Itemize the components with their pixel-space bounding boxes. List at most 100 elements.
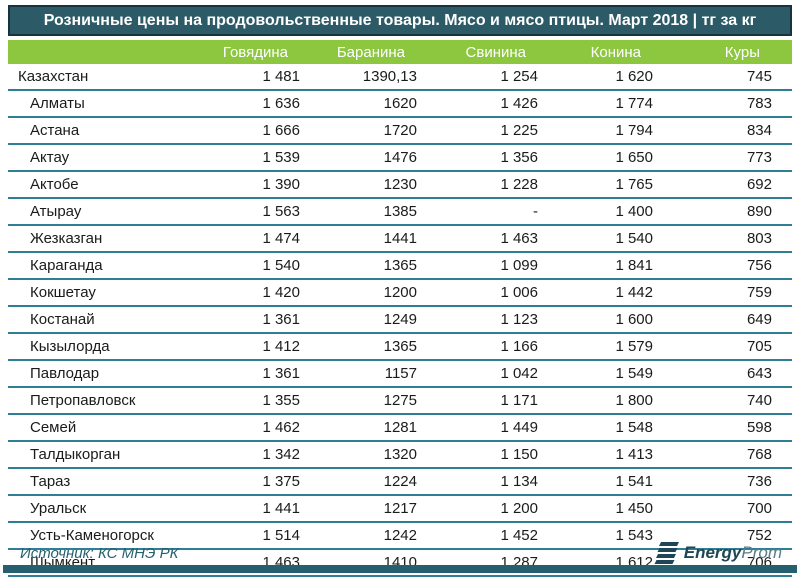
price-value: 1 765 <box>546 171 661 199</box>
price-value: 1 666 <box>208 117 308 145</box>
column-header: Свинина <box>425 40 546 64</box>
table-row: Талдыкорган 1 342 1320 1 150 1 413 768 <box>8 441 792 469</box>
region-name: Талдыкорган <box>8 441 208 469</box>
price-value: 834 <box>661 117 792 145</box>
price-value: 1365 <box>308 333 425 361</box>
price-value: 1157 <box>308 360 425 388</box>
table-row: Уральск 1 441 1217 1 200 1 450 700 <box>8 495 792 523</box>
table-row: Петропавловск 1 355 1275 1 171 1 800 740 <box>8 387 792 415</box>
price-value: 1 361 <box>208 360 308 388</box>
region-name: Алматы <box>8 90 208 118</box>
energyprom-logo-icon <box>654 542 679 564</box>
price-value: 1 481 <box>208 64 308 91</box>
price-value: 1 225 <box>425 117 546 145</box>
price-value: 1 099 <box>425 252 546 280</box>
price-value: 1385 <box>308 198 425 226</box>
price-value: 1 426 <box>425 90 546 118</box>
price-value: 1 200 <box>425 495 546 523</box>
price-value: 1 390 <box>208 171 308 199</box>
logo-text: EnergyProm <box>684 543 782 563</box>
price-value: 1224 <box>308 468 425 496</box>
price-value: 1 600 <box>546 306 661 334</box>
price-value: 1720 <box>308 117 425 145</box>
price-value: 1320 <box>308 441 425 469</box>
region-name: Кокшетау <box>8 279 208 307</box>
price-value: 740 <box>661 387 792 415</box>
price-value: 803 <box>661 225 792 253</box>
price-value: 1281 <box>308 414 425 442</box>
price-value: 1 420 <box>208 279 308 307</box>
price-value: 1 636 <box>208 90 308 118</box>
price-value: 1 474 <box>208 225 308 253</box>
price-value: 1 548 <box>546 414 661 442</box>
column-header: Куры <box>661 40 792 64</box>
price-value: 1 563 <box>208 198 308 226</box>
table-row: Павлодар 1 361 1157 1 042 1 549 643 <box>8 360 792 388</box>
price-value: 1 774 <box>546 90 661 118</box>
page-title: Розничные цены на продовольственные това… <box>8 5 792 36</box>
price-value: 1 134 <box>425 468 546 496</box>
price-value: 752 <box>661 522 792 550</box>
region-name: Кызылорда <box>8 333 208 361</box>
table-row: Казахстан 1 481 1390,13 1 254 1 620 745 <box>8 64 792 91</box>
price-value: 768 <box>661 441 792 469</box>
table-body: Казахстан 1 481 1390,13 1 254 1 620 745 Алматы… <box>8 64 792 577</box>
region-name: Атырау <box>8 198 208 226</box>
price-value: 1 540 <box>546 225 661 253</box>
region-name: Астана <box>8 117 208 145</box>
price-value: 1 463 <box>425 225 546 253</box>
table-row: Семей 1 462 1281 1 449 1 548 598 <box>8 414 792 442</box>
price-value: 1 123 <box>425 306 546 334</box>
price-value: 1 579 <box>546 333 661 361</box>
price-value: 1275 <box>308 387 425 415</box>
price-value: 890 <box>661 198 792 226</box>
price-value: 1 800 <box>546 387 661 415</box>
logo-text-energy: Energy <box>683 543 742 562</box>
price-value: 1 413 <box>546 441 661 469</box>
price-value: 1242 <box>308 522 425 550</box>
price-table: Говядина Баранина Свинина Конина Куры Казахс… <box>8 40 792 577</box>
logo-text-prom: Prom <box>741 543 782 562</box>
price-value: 1 166 <box>425 333 546 361</box>
price-value: 1 449 <box>425 414 546 442</box>
price-value: 773 <box>661 144 792 172</box>
price-value: 1 361 <box>208 306 308 334</box>
price-value: 1 462 <box>208 414 308 442</box>
price-value: 1 549 <box>546 360 661 388</box>
region-name: Костанай <box>8 306 208 334</box>
price-value: 736 <box>661 468 792 496</box>
table-row: Караганда 1 540 1365 1 099 1 841 756 <box>8 252 792 280</box>
price-value: 1 541 <box>546 468 661 496</box>
price-value: 1 539 <box>208 144 308 172</box>
footer: Источник: КС МНЭ РК EnergyProm <box>8 541 792 565</box>
column-header: Конина <box>546 40 661 64</box>
source-note: Источник: КС МНЭ РК <box>20 544 179 562</box>
table-row: Костанай 1 361 1249 1 123 1 600 649 <box>8 306 792 334</box>
price-value: 1365 <box>308 252 425 280</box>
table-row: Кызылорда 1 412 1365 1 166 1 579 705 <box>8 333 792 361</box>
region-name: Актау <box>8 144 208 172</box>
price-value: 1620 <box>308 90 425 118</box>
price-value: 745 <box>661 64 792 91</box>
region-name: Семей <box>8 414 208 442</box>
table-row: Атырау 1 563 1385-1 400 890 <box>8 198 792 226</box>
price-value: 1 150 <box>425 441 546 469</box>
price-value: 1 514 <box>208 522 308 550</box>
price-value: 1 540 <box>208 252 308 280</box>
price-value: 1 228 <box>425 171 546 199</box>
price-value: 1390,13 <box>308 64 425 91</box>
table-header-row: Говядина Баранина Свинина Конина Куры <box>8 40 792 64</box>
region-name: Казахстан <box>8 64 208 91</box>
table-row: Астана 1 666 1720 1 225 1 794 834 <box>8 117 792 145</box>
price-value: 1 450 <box>546 495 661 523</box>
table-row: Актобе 1 390 1230 1 228 1 765 692 <box>8 171 792 199</box>
price-value: 1 375 <box>208 468 308 496</box>
price-value: 1 442 <box>546 279 661 307</box>
price-value: 759 <box>661 279 792 307</box>
price-value: 1 171 <box>425 387 546 415</box>
region-name: Уральск <box>8 495 208 523</box>
price-value: 649 <box>661 306 792 334</box>
price-value: 1 441 <box>208 495 308 523</box>
price-value: 1 452 <box>425 522 546 550</box>
price-value: 1 342 <box>208 441 308 469</box>
